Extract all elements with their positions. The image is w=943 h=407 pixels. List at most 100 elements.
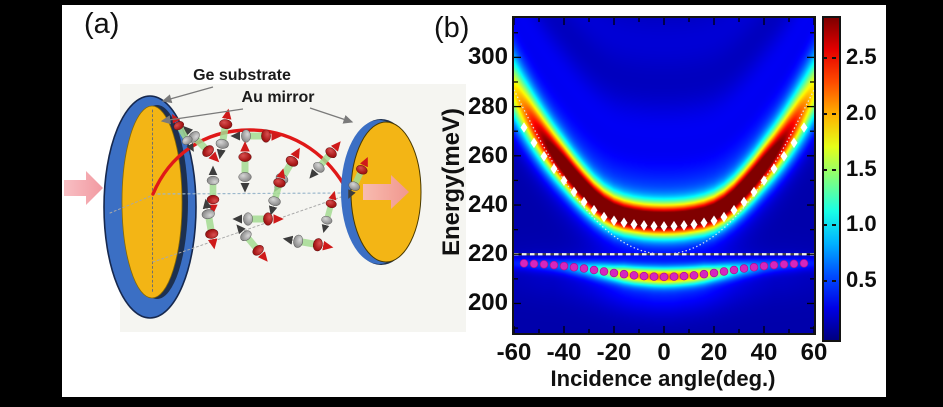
lower-polariton-dot-marker (679, 271, 689, 281)
au-mirror-label: Au mirror (242, 89, 315, 106)
vibration-arrow-red (208, 151, 220, 163)
molecule-gray-atom (215, 138, 229, 149)
upper-polariton-diamond-marker (620, 217, 628, 229)
upper-polariton-diamond-marker (600, 211, 608, 223)
lower-polariton-dot-marker (689, 271, 699, 280)
x-axis-label: Incidence angle(deg.) (550, 366, 776, 391)
colorbar-tick-label: 0.5 (846, 267, 877, 293)
lower-polariton-dot-marker (799, 259, 809, 268)
lower-polariton-dot-marker (569, 263, 579, 272)
colorbar (822, 16, 841, 342)
molecule (238, 141, 252, 193)
au-mirror-leader-arrow-right (309, 107, 354, 124)
molecule-gray-atom (293, 234, 304, 248)
x-tick-label: 40 (750, 339, 778, 366)
molecule-gray-atom (243, 212, 253, 226)
vibration-arrow-dark (202, 198, 212, 210)
vibration-arrow-red (328, 190, 337, 201)
y-tick-label: 260 (467, 141, 508, 169)
molecule (232, 212, 284, 226)
lower-polariton-dot-marker (639, 271, 649, 281)
standing-wave-curve (151, 128, 350, 196)
molecule-ensemble (172, 108, 368, 262)
upper-polariton-diamond-marker (550, 163, 558, 175)
molecule-bond (271, 182, 283, 202)
upper-polariton-markers (520, 122, 808, 232)
molecule (230, 129, 282, 143)
vibration-arrow-dark (282, 235, 294, 245)
lower-polariton-dot-marker (739, 264, 749, 273)
upper-polariton-diamond-marker (800, 122, 808, 133)
guide-lines (109, 109, 347, 294)
molecule-red-atom (238, 152, 252, 162)
lower-polariton-dot-marker (589, 265, 599, 275)
upper-polariton-diamond-marker (530, 137, 538, 149)
lower-polariton-dot-marker (599, 267, 609, 276)
upper-polariton-diamond-marker (680, 220, 688, 231)
x-tick-label: -60 (496, 339, 532, 366)
colorbar-tickmark (823, 112, 827, 115)
x-tick-label: 60 (800, 339, 828, 366)
molecule-red-atom (206, 194, 220, 205)
vibration-arrow-dark (236, 224, 246, 235)
lower-polariton-dot-marker (579, 264, 589, 273)
upper-polariton-diamond-marker (790, 137, 798, 149)
vibration-arrow-dark (186, 142, 194, 152)
upper-polariton-diamond-marker (740, 196, 748, 208)
upper-polariton-diamond-marker (690, 219, 698, 230)
upper-polariton-diamond-marker (580, 196, 588, 208)
lower-polariton-dot-marker (769, 260, 779, 270)
y-tick-label: 300 (467, 43, 508, 71)
vibration-arrow-red (330, 141, 341, 152)
x-tick-label: -20 (596, 339, 632, 366)
heatmap-overlay (514, 18, 814, 333)
annotations: Ge substrate Au mirror (160, 67, 354, 125)
molecule-gray-atom (268, 196, 281, 206)
lower-polariton-dot-marker (759, 261, 769, 271)
molecule (309, 141, 341, 179)
upper-polariton-diamond-marker (750, 186, 758, 198)
colorbar-tickmark (832, 168, 836, 171)
ge-substrate-leader-arrow (161, 86, 214, 104)
vibration-arrow-red (207, 238, 218, 250)
colorbar-tickmark (832, 224, 836, 227)
lower-polariton-dot-marker (779, 260, 789, 269)
vibration-arrow-dark (268, 205, 278, 216)
colorbar-tickmark (832, 112, 836, 115)
colorbar-tickmark (823, 57, 827, 60)
upper-polariton-diamond-marker (560, 175, 568, 186)
vibration-arrow-red (322, 240, 334, 251)
colorbar-tickmark (823, 224, 827, 227)
y-axis-label: Energy(meV) (438, 107, 465, 257)
colorbar-tick-label: 1.0 (846, 211, 877, 237)
vibration-arrow-dark (309, 168, 319, 179)
molecule-bond (324, 203, 334, 221)
au-mirror-leader-arrow-left (160, 108, 244, 125)
vibration-arrow-red (221, 108, 232, 120)
upper-polariton-diamond-marker (670, 220, 678, 232)
vibration-arrow-red (276, 168, 286, 180)
upper-polariton-diamond-marker (710, 215, 718, 227)
colorbar-tick-label: 1.5 (846, 155, 877, 181)
molecule-gray-atom (206, 175, 220, 186)
molecule (268, 168, 286, 216)
lower-polariton-dot-marker (749, 263, 759, 272)
molecule-gray-atom (238, 172, 252, 182)
lower-polariton-dot-marker (519, 259, 529, 268)
upper-polariton-diamond-marker (540, 151, 548, 162)
vibration-arrow-red (290, 147, 300, 160)
vibration-arrow-dark (216, 148, 226, 160)
vibration-arrow-red (359, 156, 368, 168)
molecule (236, 224, 268, 262)
y-tick-label: 280 (467, 92, 508, 120)
input-beam-arrow (64, 171, 103, 205)
upper-polariton-diamond-marker (770, 163, 778, 175)
frame-tickmarks (514, 18, 814, 333)
lower-polariton-dot-marker (789, 259, 799, 269)
molecule (201, 198, 219, 250)
vibration-arrow-red (257, 251, 268, 262)
ge-substrate-label: Ge substrate (193, 67, 291, 84)
cavity-axis-dotted-line (152, 192, 347, 195)
upper-polariton-diamond-marker (700, 217, 708, 229)
lower-polariton-dot-marker (659, 272, 669, 282)
